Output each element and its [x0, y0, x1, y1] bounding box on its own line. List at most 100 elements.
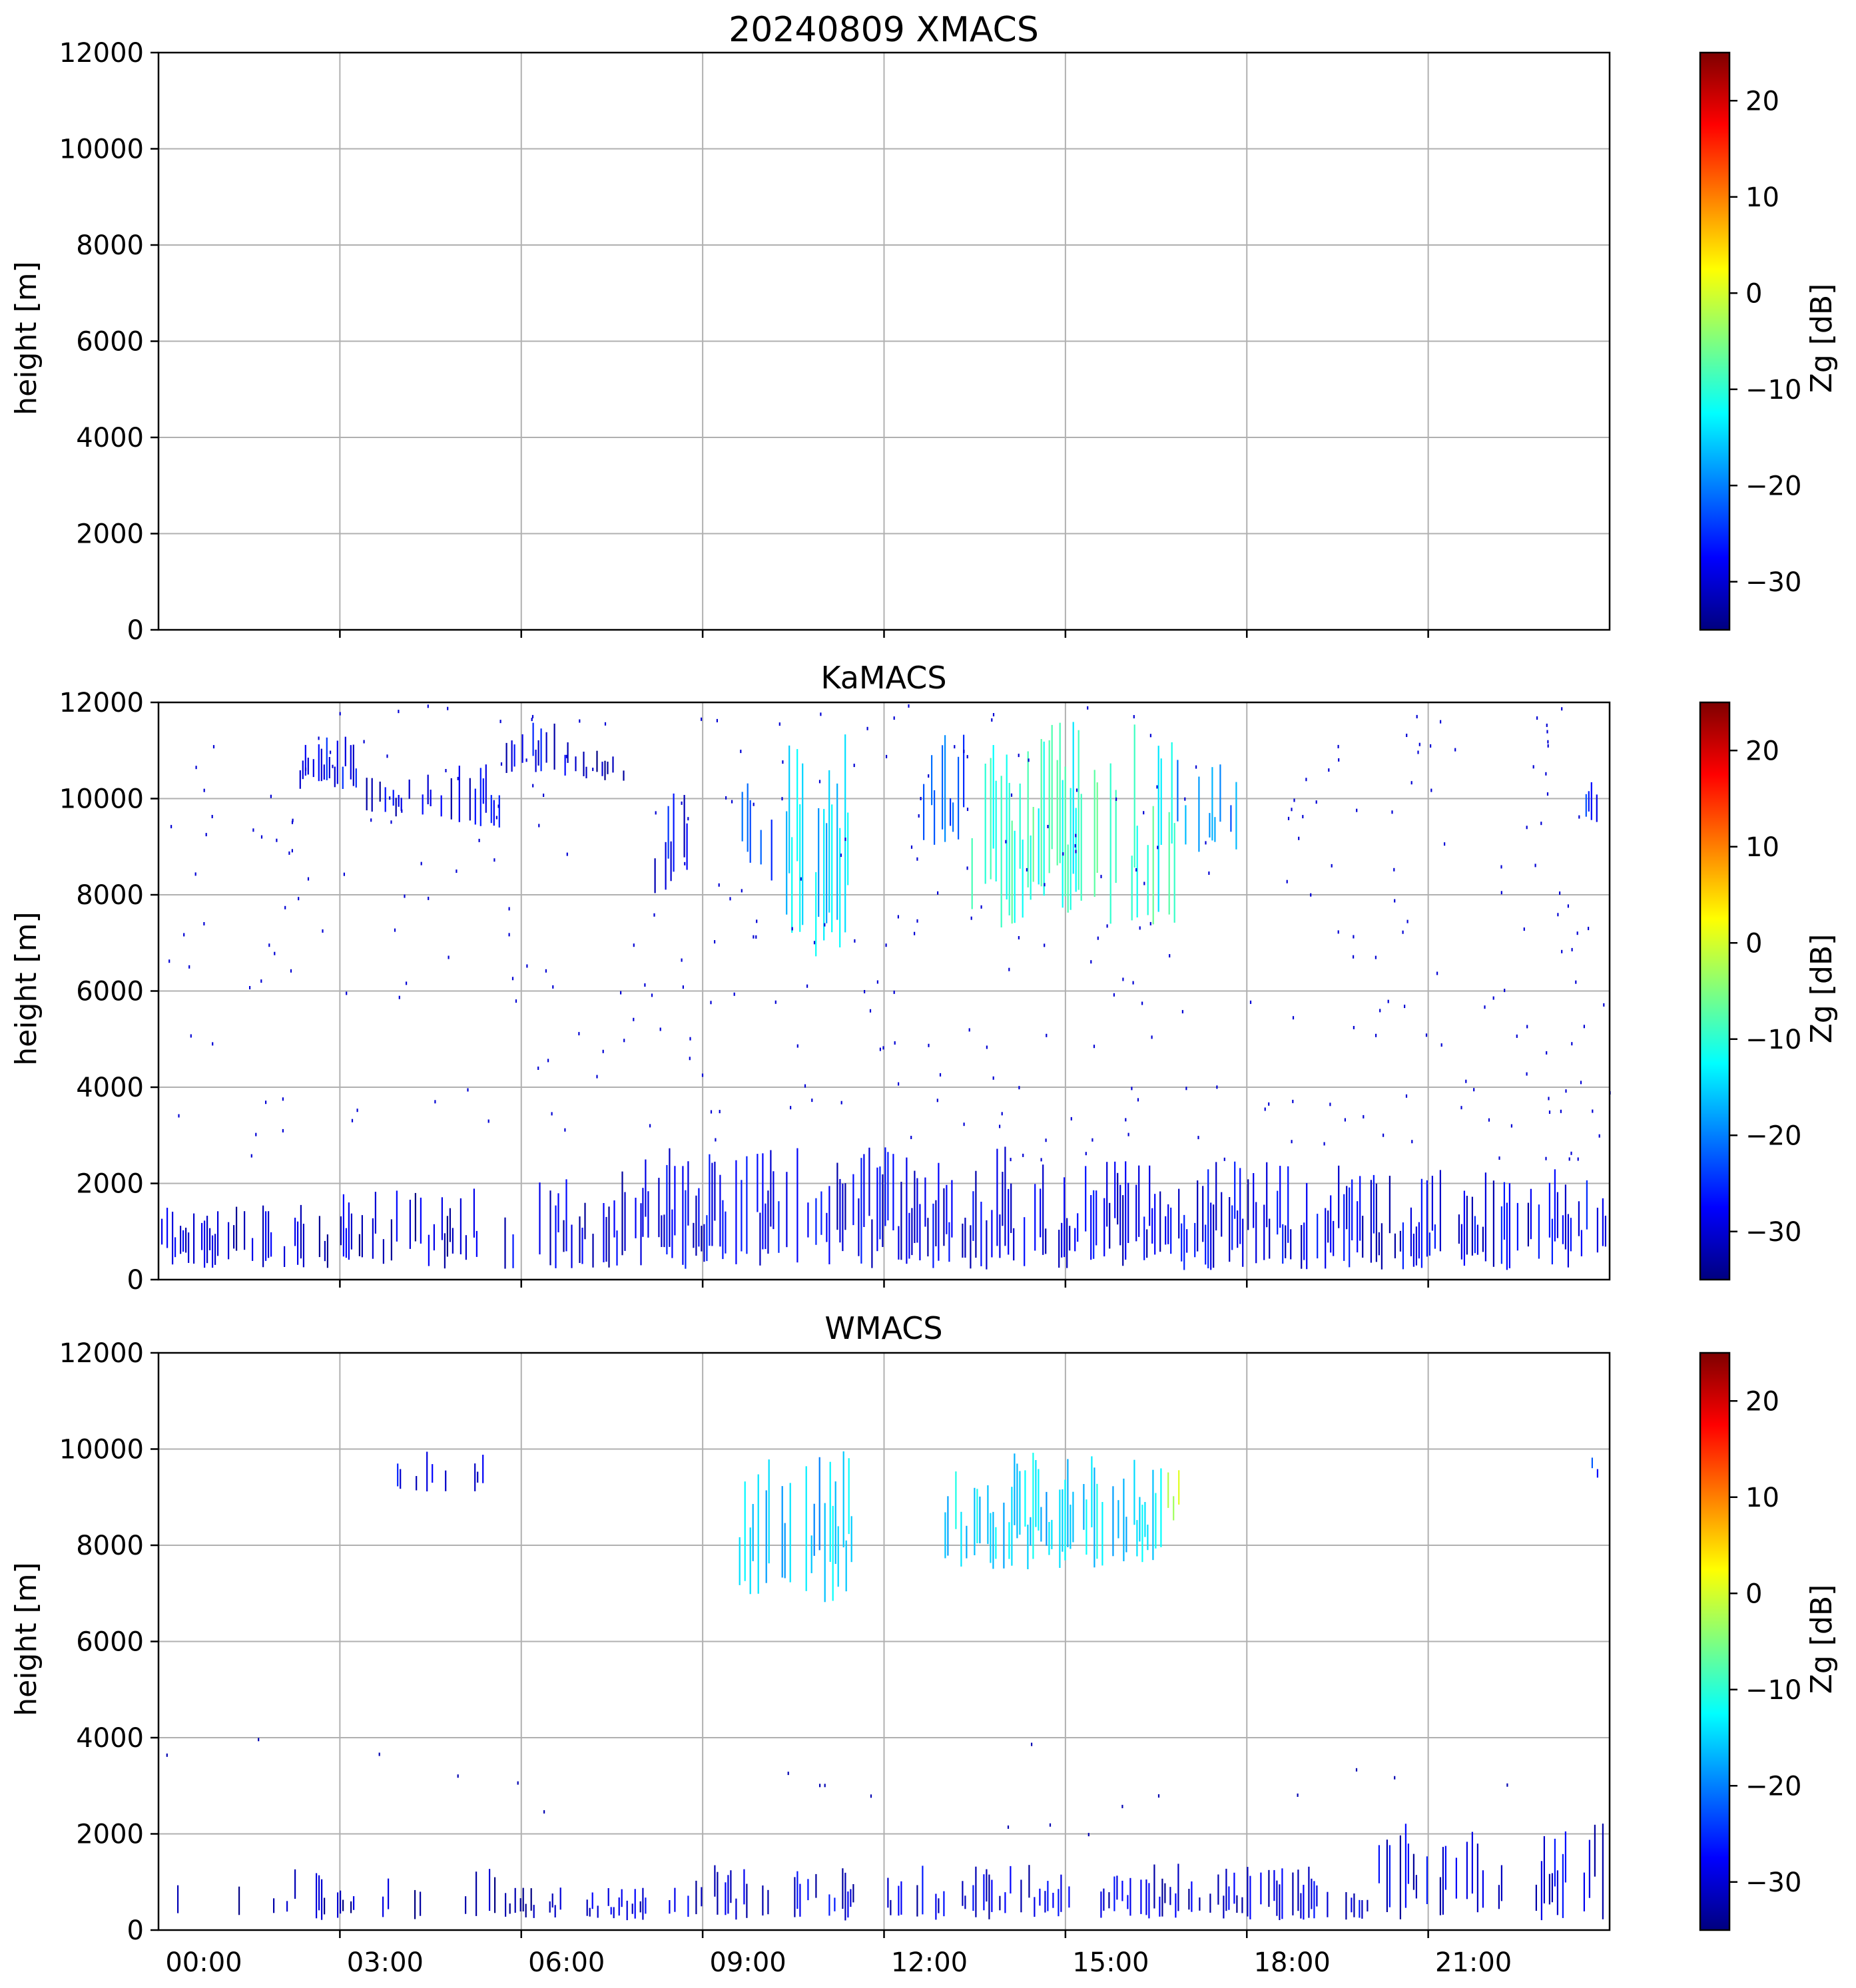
- echo-pixel: [465, 1235, 467, 1260]
- echo-pixel: [674, 1166, 676, 1236]
- echo-pixel: [538, 824, 540, 828]
- colorbar: −30 −20 −10 0 10 20 Zg [dB]: [1699, 701, 1839, 1281]
- echo-pixel: [1338, 1165, 1340, 1228]
- echo-pixel: [1008, 1188, 1010, 1255]
- echo-pixel: [1439, 1170, 1441, 1252]
- y-tick-label: 8000: [76, 230, 144, 261]
- echo-pixel: [848, 1458, 850, 1535]
- echo-pixel: [441, 1197, 443, 1240]
- echo-pixel: [1169, 954, 1171, 958]
- echo-pixel: [1249, 1000, 1252, 1004]
- echo-pixel: [382, 1896, 384, 1917]
- echo-pixel: [540, 728, 542, 772]
- echo-pixel: [1138, 1165, 1140, 1237]
- echo-pixel: [1565, 1089, 1567, 1093]
- echo-pixel: [839, 1178, 841, 1243]
- echo-pixel: [1455, 1858, 1457, 1899]
- echo-pixel: [1351, 1179, 1353, 1240]
- echo-pixel: [1146, 1229, 1148, 1258]
- echo-pixel: [585, 766, 587, 778]
- gridlines: [158, 1353, 1610, 1930]
- echo-pixel: [749, 1527, 751, 1595]
- echo-pixel: [209, 1228, 211, 1250]
- echo-pixel: [1205, 841, 1207, 845]
- echo-pixel: [963, 750, 965, 754]
- echo-pixel: [348, 1202, 350, 1260]
- echo-pixel: [1067, 1459, 1069, 1547]
- echo-pixel: [716, 718, 718, 722]
- echo-pixel: [879, 1047, 881, 1051]
- echo-pixel: [238, 1886, 240, 1915]
- echo-pixel: [206, 1216, 208, 1264]
- echo-pixel: [695, 1880, 697, 1915]
- echo-pixel: [1072, 722, 1074, 874]
- echo-pixel: [1333, 1220, 1335, 1256]
- echo-pixel: [1214, 817, 1216, 842]
- echo-pixel: [1151, 1035, 1153, 1039]
- echo-pixel: [992, 1511, 994, 1569]
- x-tick-label: 15:00: [1072, 1947, 1149, 1978]
- echo-pixel: [482, 778, 484, 804]
- echo-pixel: [824, 923, 826, 927]
- echo-pixel: [1375, 1183, 1377, 1262]
- echo-pixel: [244, 1211, 246, 1250]
- echo-pixel: [515, 999, 517, 1003]
- x-axis-ticks: 00:00 03:00 06:00 09:00 12:00 15:00 18:00 21:00: [165, 1930, 1512, 1978]
- echo-pixel: [485, 764, 487, 813]
- echo-pixel: [284, 1246, 286, 1267]
- echo-pixel: [1269, 1218, 1271, 1259]
- echo-pixel: [1147, 845, 1149, 915]
- echo-pixel: [790, 1106, 792, 1110]
- x-tick-label: 03:00: [347, 1947, 424, 1978]
- echo-pixel: [1418, 1222, 1420, 1259]
- echo-pixel: [1060, 1874, 1062, 1912]
- echo-pixel: [927, 1218, 929, 1257]
- echo-pixel: [1536, 716, 1538, 720]
- echo-pixel: [1047, 825, 1049, 828]
- echo-pixel: [687, 817, 689, 821]
- echo-pixel: [1005, 840, 1007, 844]
- echo-pixel: [1115, 797, 1117, 801]
- echo-pixel: [1024, 1470, 1026, 1527]
- echo-pixel: [608, 1206, 610, 1268]
- echo-pixel: [610, 1907, 612, 1915]
- x-tick-label: 12:00: [891, 1947, 968, 1978]
- echo-pixel: [1460, 1224, 1462, 1260]
- echo-pixel: [318, 744, 320, 782]
- echo-pixel: [1198, 776, 1200, 852]
- echo-pixel: [414, 1889, 416, 1919]
- echo-pixel: [686, 823, 688, 870]
- echo-pixel: [1165, 1216, 1167, 1245]
- echo-pixel: [979, 1496, 981, 1544]
- echo-pixel: [1417, 750, 1419, 754]
- echo-pixel: [1476, 1844, 1478, 1913]
- echo-pixel: [1152, 1469, 1154, 1561]
- echo-pixel: [495, 816, 497, 820]
- echo-pixel: [1590, 782, 1592, 820]
- echo-pixel: [370, 818, 372, 822]
- echo-pixel: [992, 713, 995, 716]
- echo-pixel: [1556, 1192, 1558, 1238]
- echo-pixel: [1095, 1190, 1097, 1246]
- echo-pixel: [840, 1101, 842, 1105]
- echo-pixel: [892, 1154, 894, 1230]
- echo-pixel: [260, 979, 262, 983]
- echo-pixel: [747, 783, 749, 852]
- echo-pixel: [1185, 805, 1187, 845]
- echo-pixel: [975, 1170, 977, 1258]
- echo-pixel: [1169, 1887, 1171, 1905]
- echo-pixel: [318, 1875, 320, 1911]
- echo-pixel: [1168, 812, 1170, 915]
- echo-pixel: [1230, 805, 1232, 832]
- echo-pixel: [782, 760, 784, 764]
- echo-pixel: [1500, 891, 1502, 895]
- echo-pixel: [828, 1186, 830, 1264]
- echo-pixel: [1310, 893, 1312, 897]
- echo-pixel: [1040, 739, 1042, 887]
- y-axis-label: height [m]: [9, 261, 43, 415]
- echo-pixel: [1236, 1895, 1238, 1913]
- y-tick-label: 12000: [59, 1338, 144, 1369]
- echo-pixel: [394, 928, 396, 932]
- echo-pixel: [623, 770, 625, 781]
- echo-pixel: [1292, 1016, 1295, 1020]
